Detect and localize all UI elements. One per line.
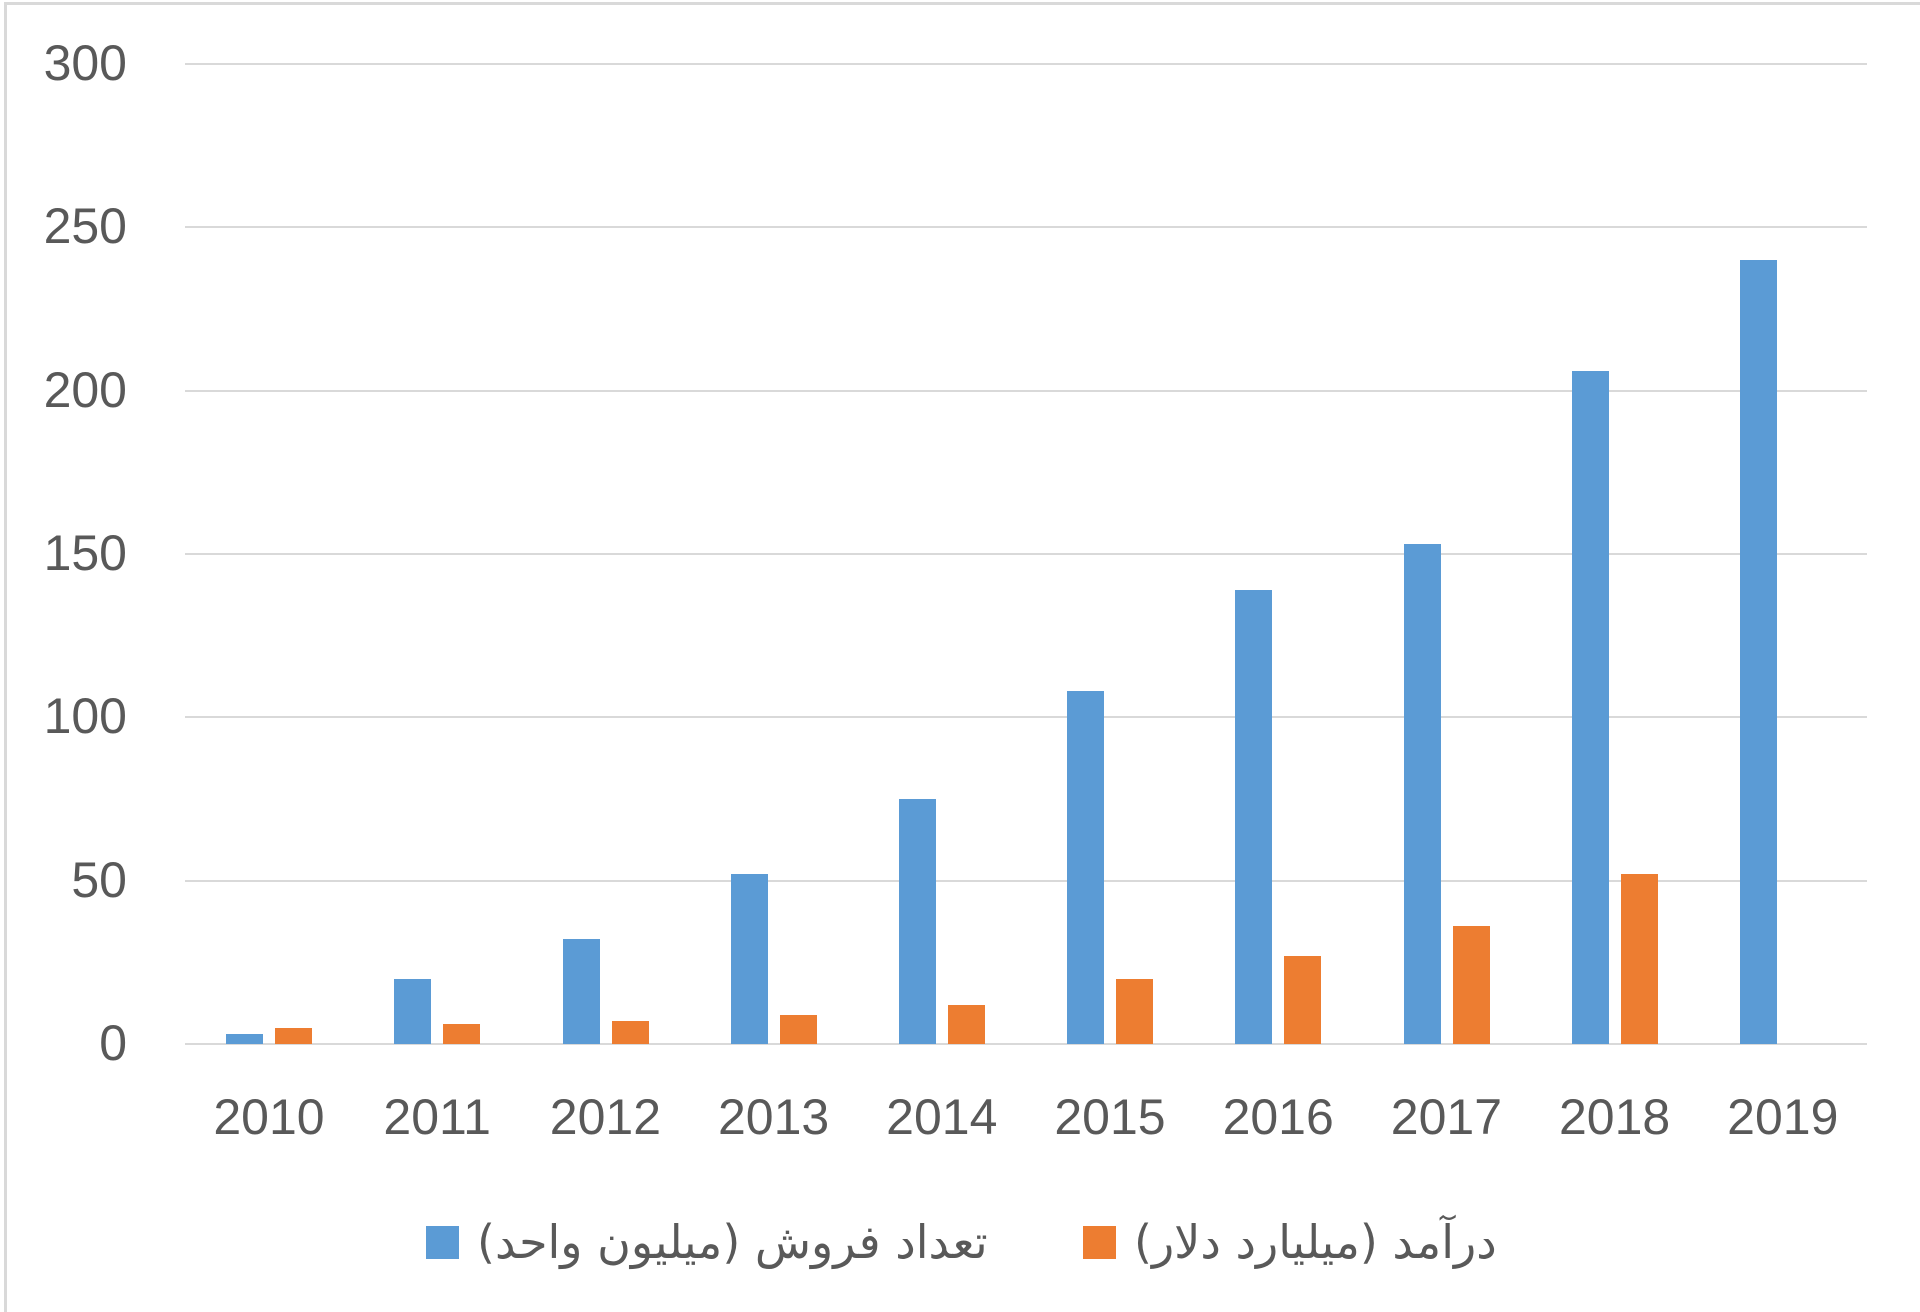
y-tick-label: 50 xyxy=(71,851,127,908)
bar-units-sold-2010[interactable] xyxy=(226,1034,264,1044)
legend-label-revenue: درآمد (میلیارد دلار) xyxy=(1134,1215,1497,1269)
x-tick-label: 2019 xyxy=(1727,1089,1839,1145)
bar-revenue-2013[interactable] xyxy=(779,1014,817,1044)
bar-units-sold-2014[interactable] xyxy=(898,799,936,1044)
bar-units-sold-2011[interactable] xyxy=(394,978,432,1044)
bar-revenue-2012[interactable] xyxy=(611,1021,649,1044)
bar-revenue-2017[interactable] xyxy=(1452,926,1490,1044)
y-tick-label: 100 xyxy=(43,688,127,745)
y-tick-label: 300 xyxy=(43,35,127,91)
bar-revenue-2010[interactable] xyxy=(275,1027,313,1044)
gridline xyxy=(185,226,1867,229)
bar-units-sold-2015[interactable] xyxy=(1067,691,1105,1044)
legend-item-revenue[interactable]: درآمد (میلیارد دلار) xyxy=(1083,1212,1497,1272)
gridline xyxy=(185,716,1867,719)
bar-revenue-2014[interactable] xyxy=(947,1004,985,1044)
gridline xyxy=(185,63,1867,65)
y-tick-label: 150 xyxy=(43,525,127,581)
plot-area xyxy=(185,63,1867,1045)
gridline xyxy=(185,389,1867,392)
y-tick-label: 0 xyxy=(99,1015,127,1071)
legend-swatch-orange-icon xyxy=(1083,1225,1116,1259)
x-tick-label: 2013 xyxy=(717,1089,830,1145)
bar-revenue-2015[interactable] xyxy=(1116,978,1154,1044)
gridline xyxy=(185,553,1867,555)
bar-revenue-2016[interactable] xyxy=(1284,955,1322,1044)
gridline xyxy=(185,879,1867,882)
x-tick-label: 2018 xyxy=(1558,1089,1671,1145)
legend-label-units-sold: تعداد فروش (میلیون واحد) xyxy=(477,1215,988,1269)
x-tick-label: 2010 xyxy=(213,1089,325,1145)
x-tick-label: 2017 xyxy=(1390,1089,1502,1145)
legend-item-units-sold[interactable]: تعداد فروش (میلیون واحد) xyxy=(426,1212,988,1272)
bar-units-sold-2013[interactable] xyxy=(730,874,768,1044)
bar-units-sold-2016[interactable] xyxy=(1235,589,1273,1044)
bar-revenue-2011[interactable] xyxy=(443,1024,481,1044)
x-tick-label: 2014 xyxy=(886,1089,998,1145)
x-tick-label: 2015 xyxy=(1054,1089,1166,1145)
gridline xyxy=(185,1043,1867,1045)
bar-units-sold-2012[interactable] xyxy=(562,939,600,1044)
legend: تعداد فروش (میلیون واحد) درآمد (میلیارد … xyxy=(0,1212,1920,1272)
y-tick-label: 250 xyxy=(43,198,127,255)
bar-units-sold-2018[interactable] xyxy=(1571,371,1609,1044)
x-tick-label: 2011 xyxy=(383,1089,491,1145)
y-tick-label: 200 xyxy=(43,361,127,418)
bar-units-sold-2019[interactable] xyxy=(1739,260,1777,1044)
bar-units-sold-2017[interactable] xyxy=(1403,544,1441,1044)
legend-swatch-blue-icon xyxy=(426,1225,459,1259)
x-tick-label: 2012 xyxy=(549,1089,661,1145)
x-tick-label: 2016 xyxy=(1222,1089,1334,1145)
chart-frame xyxy=(4,2,1920,1312)
bar-revenue-2018[interactable] xyxy=(1620,874,1658,1044)
